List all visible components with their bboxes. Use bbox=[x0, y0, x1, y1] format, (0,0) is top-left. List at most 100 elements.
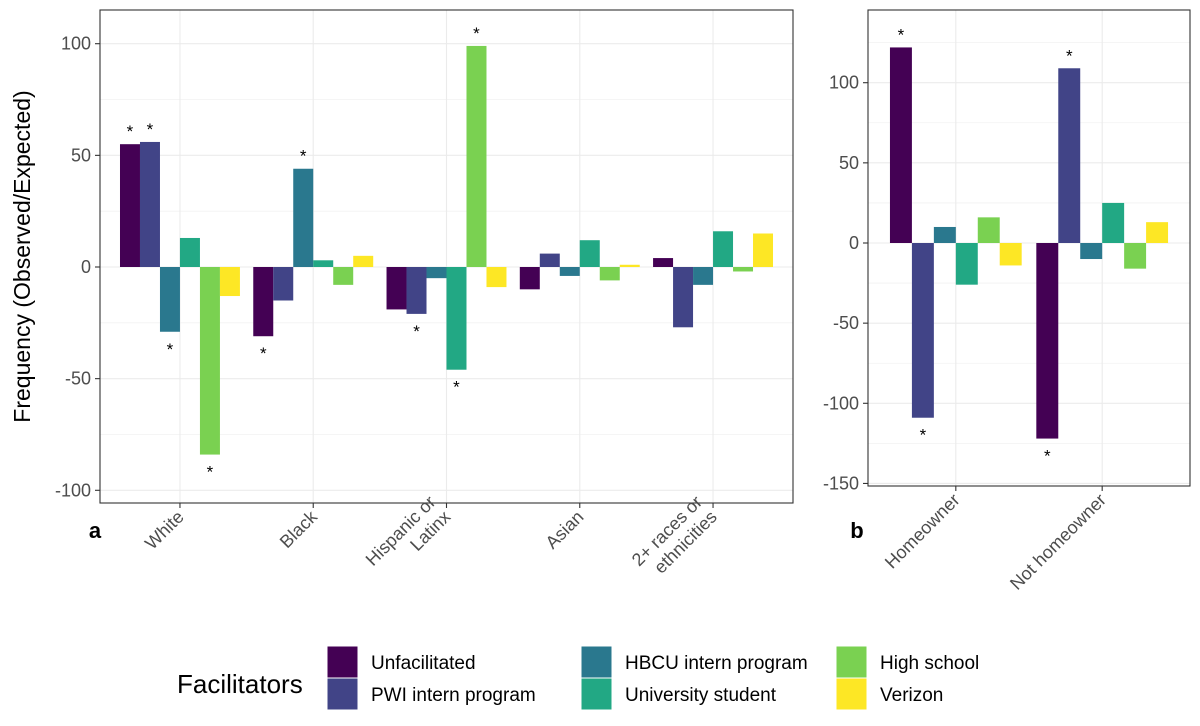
y-tick-label: 50 bbox=[71, 145, 91, 165]
legend-key bbox=[580, 645, 613, 679]
significance-marker: * bbox=[920, 426, 927, 445]
x-tick-label: Hispanic orLatinx bbox=[362, 492, 455, 585]
bar-hbcu-intern-program-not-homeowner bbox=[1080, 243, 1103, 260]
bar-hbcu-intern-program-2-races-or-ethnicities bbox=[693, 267, 714, 285]
bar-unfacilitated-asian bbox=[519, 267, 540, 290]
significance-marker: * bbox=[147, 120, 154, 139]
legend: Facilitators Unfacilitated PWI intern prog… bbox=[177, 645, 979, 711]
bar-pwi-intern-program-homeowner bbox=[911, 243, 934, 418]
legend-key bbox=[326, 677, 359, 711]
bar-high-school-white bbox=[199, 267, 220, 455]
bar-high-school-2-races-or-ethnicities bbox=[733, 267, 754, 272]
significance-marker: * bbox=[167, 340, 174, 359]
bar-unfacilitated-not-homeowner bbox=[1036, 243, 1059, 439]
bar-pwi-intern-program-not-homeowner bbox=[1058, 68, 1081, 243]
bar-pwi-intern-program-black bbox=[273, 267, 294, 301]
legend-label: PWI intern program bbox=[371, 685, 536, 706]
bar-unfacilitated-white bbox=[119, 144, 140, 267]
bar-verizon-2-races-or-ethnicities bbox=[753, 233, 774, 267]
bar-verizon-hispanic-or-latinx bbox=[486, 267, 507, 288]
y-tick-label: -100 bbox=[823, 393, 859, 413]
legend-item-verizon: Verizon bbox=[835, 677, 943, 711]
bar-hbcu-intern-program-black bbox=[293, 168, 314, 267]
legend-item-hbcu-intern-program: HBCU intern program bbox=[580, 645, 808, 679]
y-tick-label: -50 bbox=[833, 313, 859, 333]
significance-marker: * bbox=[413, 322, 420, 341]
y-tick-label: -100 bbox=[55, 480, 91, 500]
bar-high-school-black bbox=[333, 267, 354, 285]
bar-hbcu-intern-program-white bbox=[159, 267, 180, 332]
bar-hbcu-intern-program-asian bbox=[559, 267, 580, 276]
bar-high-school-not-homeowner bbox=[1124, 243, 1147, 269]
significance-marker: * bbox=[260, 344, 267, 363]
bar-university-student-black bbox=[313, 260, 334, 267]
bar-hbcu-intern-program-homeowner bbox=[933, 226, 956, 243]
y-tick-label: -50 bbox=[65, 369, 91, 389]
y-tick-label: -150 bbox=[823, 473, 859, 493]
bar-hbcu-intern-program-hispanic-or-latinx bbox=[426, 267, 447, 279]
y-tick-label: 0 bbox=[81, 257, 91, 277]
bar-verizon-homeowner bbox=[999, 243, 1022, 266]
bar-unfacilitated-hispanic-or-latinx bbox=[386, 267, 407, 310]
legend-title: Facilitators bbox=[177, 669, 303, 699]
bar-university-student-2-races-or-ethnicities bbox=[713, 231, 734, 267]
significance-marker: * bbox=[898, 25, 905, 44]
panel-border bbox=[867, 9, 1191, 487]
x-tick-label: 2+ races orethnicities bbox=[628, 492, 721, 585]
legend-item-unfacilitated: Unfacilitated bbox=[326, 645, 476, 679]
legend-key bbox=[580, 677, 613, 711]
bar-verizon-black bbox=[353, 255, 374, 267]
bar-unfacilitated-black bbox=[253, 267, 274, 337]
bar-pwi-intern-program-hispanic-or-latinx bbox=[406, 267, 427, 314]
bar-pwi-intern-program-2-races-or-ethnicities bbox=[673, 267, 694, 328]
legend-label: Verizon bbox=[880, 685, 943, 706]
legend-key bbox=[835, 677, 868, 711]
legend-label: High school bbox=[880, 653, 979, 674]
x-tick-label: Not homeowner bbox=[1006, 490, 1110, 594]
significance-marker: * bbox=[473, 24, 480, 43]
significance-marker: * bbox=[453, 378, 460, 397]
x-tick-label: Asian bbox=[542, 507, 588, 553]
bar-high-school-asian bbox=[599, 267, 620, 281]
legend-label: Unfacilitated bbox=[371, 653, 476, 674]
panel-b: -150 -100 -50 0 50 100 * * * * Homeowner Not homeow… bbox=[823, 9, 1191, 594]
panel-tag-b: b bbox=[850, 518, 863, 543]
bar-verizon-not-homeowner bbox=[1146, 222, 1169, 243]
legend-label: HBCU intern program bbox=[625, 653, 808, 674]
bar-verizon-white bbox=[219, 267, 240, 297]
panel-a: -100 -50 0 50 100 * * * * * * * * * White Black Hispanic… bbox=[9, 9, 794, 585]
legend-item-pwi-intern-program: PWI intern program bbox=[326, 677, 536, 711]
y-tick-label: 100 bbox=[829, 73, 859, 93]
bar-university-student-asian bbox=[579, 240, 600, 267]
legend-item-high-school: High school bbox=[835, 645, 979, 679]
x-tick-label: Homeowner bbox=[881, 490, 964, 573]
bar-university-student-white bbox=[179, 237, 200, 267]
legend-key bbox=[326, 645, 359, 679]
bar-university-student-not-homeowner bbox=[1102, 202, 1125, 243]
significance-marker: * bbox=[207, 463, 214, 482]
significance-marker: * bbox=[1044, 447, 1051, 466]
bar-pwi-intern-program-white bbox=[139, 141, 160, 267]
significance-marker: * bbox=[127, 122, 134, 141]
y-tick-label: 0 bbox=[849, 233, 859, 253]
bar-unfacilitated-homeowner bbox=[889, 47, 912, 244]
bar-pwi-intern-program-asian bbox=[539, 253, 560, 267]
y-tick-label: 100 bbox=[61, 34, 91, 54]
bar-unfacilitated-2-races-or-ethnicities bbox=[653, 258, 674, 267]
bar-university-student-homeowner bbox=[955, 243, 978, 285]
legend-key bbox=[835, 645, 868, 679]
bar-university-student-hispanic-or-latinx bbox=[446, 267, 467, 370]
significance-marker: * bbox=[1066, 46, 1073, 65]
bar-verizon-asian bbox=[619, 264, 640, 267]
significance-marker: * bbox=[300, 147, 307, 166]
y-axis-title: Frequency (Observed/Expected) bbox=[9, 90, 35, 422]
legend-label: University student bbox=[625, 685, 777, 706]
y-tick-label: 50 bbox=[839, 153, 859, 173]
bar-high-school-homeowner bbox=[977, 217, 1000, 243]
bar-high-school-hispanic-or-latinx bbox=[466, 45, 487, 267]
legend-item-university-student: University student bbox=[580, 677, 777, 711]
x-tick-label: Black bbox=[276, 506, 322, 552]
panel-tag-a: a bbox=[89, 518, 102, 543]
x-tick-label: White bbox=[141, 507, 188, 554]
